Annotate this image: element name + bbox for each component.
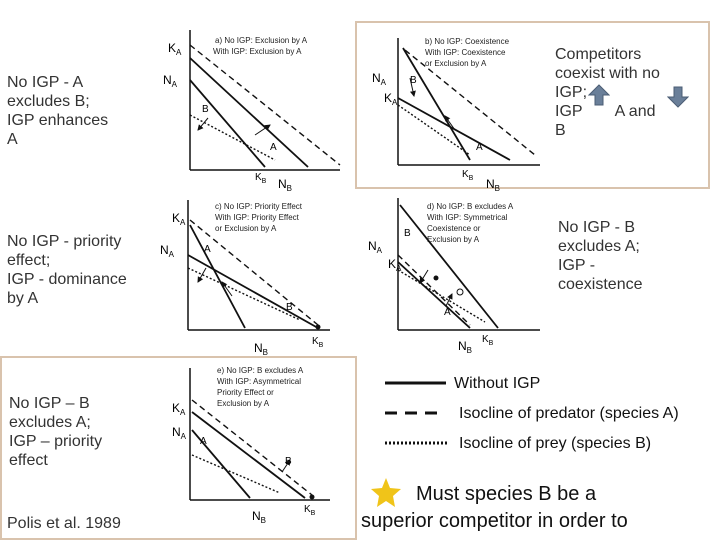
label-e-b: B	[285, 456, 292, 467]
caption-c-line2: effect;	[7, 252, 51, 269]
legend-dotted-label: Isocline of prey (species B)	[459, 435, 652, 452]
legend-dashed-label: Isocline of predator (species A)	[459, 405, 679, 422]
title-a-1: a) No IGP: Exclusion by A	[215, 36, 308, 45]
caption-a: No IGP - A excludes B; IGP enhances A	[7, 73, 108, 149]
title-e-1: e) No IGP: B excludes A	[217, 366, 304, 375]
title-b-3: or Exclusion by A	[425, 59, 487, 68]
label-c-kb: KB	[312, 336, 324, 349]
label-a-nb: NB	[278, 177, 292, 193]
label-d-b: B	[404, 228, 411, 239]
label-c-ka: KA	[172, 211, 186, 227]
title-b-2: With IGP: Coexistence	[425, 48, 506, 57]
title-c-3: or Exclusion by A	[215, 224, 277, 233]
question-line1: Must species B be a	[416, 483, 597, 505]
citation: Polis et al. 1989	[7, 515, 121, 532]
caption-a-line3: IGP enhances	[7, 112, 109, 129]
caption-d-line2: excludes A;	[558, 238, 640, 255]
caption-c-line1: No IGP - priority	[7, 233, 122, 250]
diagram-d: d) No IGP: B excludes A With IGP: Symmet…	[368, 198, 540, 355]
caption-a-line4: A	[7, 131, 18, 148]
diagram-e: e) No IGP: B excludes A With IGP: Asymme…	[172, 366, 330, 525]
caption-d-line1: No IGP - B	[558, 219, 636, 236]
label-e-kb: KB	[304, 504, 316, 517]
label-b-ka: KA	[384, 91, 398, 107]
label-d-ka: KA	[388, 257, 402, 273]
title-d-2: With IGP: Symmetrical	[427, 213, 508, 222]
arrow-up-icon	[588, 84, 610, 106]
caption-b-line5: B	[555, 122, 566, 139]
caption-b-line4: IGP A and	[555, 102, 660, 121]
panel-b-frame	[355, 21, 710, 189]
title-e-2: With IGP: Asymmetrical	[217, 377, 301, 386]
label-c-na: NA	[160, 243, 175, 259]
caption-e-line4: effect	[9, 452, 48, 469]
legend	[385, 381, 448, 445]
label-e-a: A	[200, 436, 207, 447]
diagram-a: a) No IGP: Exclusion by A With IGP: Excl…	[163, 30, 341, 193]
label-a-kb: KB	[255, 172, 267, 185]
caption-c: No IGP - priority effect; IGP - dominanc…	[7, 232, 127, 308]
label-a-b: B	[202, 104, 209, 115]
label-d-na: NA	[368, 239, 383, 255]
caption-b: Competitors coexist with no IGP; IGP A an…	[555, 45, 660, 140]
label-a-a: A	[270, 142, 277, 153]
title-c-1: c) No IGP: Priority Effect	[215, 202, 303, 211]
title-d-3: Coexistence or	[427, 224, 481, 233]
label-a-ka: KA	[168, 41, 182, 57]
label-b-b: B	[410, 75, 417, 86]
label-e-nb: NB	[252, 509, 266, 525]
label-b-kb: KB	[462, 169, 474, 182]
title-d-1: d) No IGP: B excludes A	[427, 202, 514, 211]
caption-b-line3: IGP;	[555, 84, 588, 101]
label-d-a: A	[444, 307, 451, 318]
caption-b-line2: coexist with no	[555, 65, 660, 82]
label-c-a: A	[204, 244, 211, 255]
label-d-kb: KB	[482, 334, 494, 347]
title-e-3: Priority Effect or	[217, 388, 274, 397]
label-c-nb: NB	[254, 341, 268, 357]
caption-c-line4: by A	[7, 290, 39, 307]
caption-a-line1: No IGP - A	[7, 74, 84, 91]
legend-solid-label: Without IGP	[454, 375, 541, 392]
caption-e: No IGP – B excludes A; IGP – priority ef…	[9, 394, 102, 470]
label-d-nb: NB	[458, 339, 472, 355]
label-a-na: NA	[163, 73, 178, 89]
diagram-c: c) No IGP: Priority Effect With IGP: Pri…	[160, 200, 330, 357]
label-e-na: NA	[172, 425, 187, 441]
caption-e-line3: IGP – priority	[9, 433, 103, 450]
caption-e-line2: excludes A;	[9, 414, 91, 431]
label-e-ka: KA	[172, 401, 186, 417]
caption-b-igp: IGP	[555, 103, 583, 120]
panel-e-frame	[0, 356, 357, 540]
caption-c-line3: IGP - dominance	[7, 271, 127, 288]
label-b-a: A	[476, 142, 483, 153]
label-b-na: NA	[372, 71, 387, 87]
title-a-2: With IGP: Exclusion by A	[213, 47, 302, 56]
star-icon	[371, 478, 401, 507]
caption-b-line1: Competitors	[555, 46, 642, 63]
title-d-4: Exclusion by A	[427, 235, 480, 244]
title-c-2: With IGP: Priority Effect	[215, 213, 300, 222]
arrow-down-icon	[667, 86, 689, 108]
title-b-1: b) No IGP: Coexistence	[425, 37, 510, 46]
caption-d: No IGP - B excludes A; IGP - coexistence	[558, 218, 643, 294]
diagram-b: b) No IGP: Coexistence With IGP: Coexist…	[372, 37, 540, 193]
caption-d-line3: IGP -	[558, 257, 596, 274]
caption-e-line1: No IGP – B	[9, 395, 90, 412]
label-c-b: B	[286, 302, 293, 313]
label-b-nb: NB	[486, 177, 500, 193]
title-e-4: Exclusion by A	[217, 399, 270, 408]
caption-d-line4: coexistence	[558, 276, 643, 293]
caption-a-line2: excludes B;	[7, 93, 90, 110]
caption-b-a-and: A and	[614, 103, 656, 120]
question-line2: superior competitor in order to	[361, 510, 628, 532]
